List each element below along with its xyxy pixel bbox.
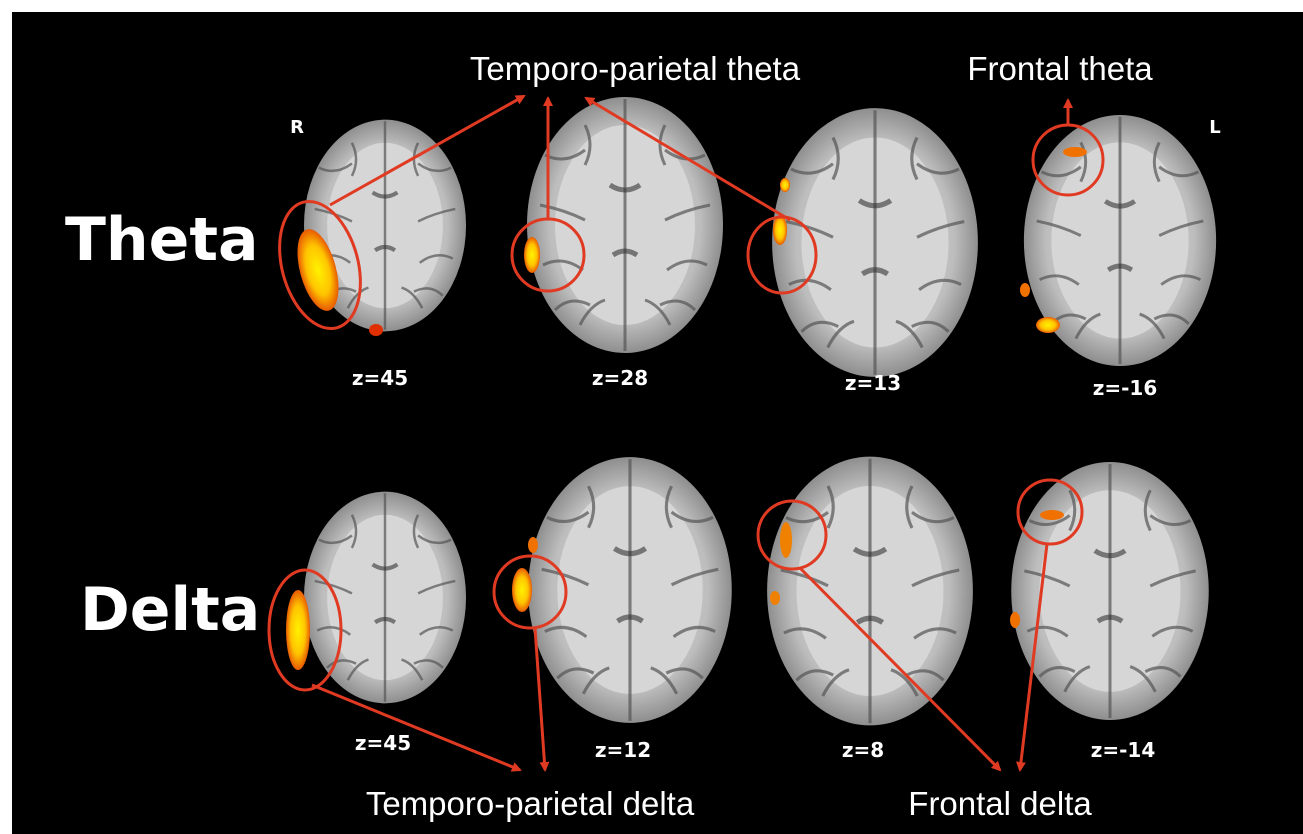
annotation: Frontal delta: [908, 785, 1092, 822]
slice-label: z=45: [352, 366, 408, 390]
row-label: Delta: [80, 575, 260, 645]
slice-label: z=-16: [1093, 376, 1158, 400]
brain-slice: [767, 457, 973, 726]
slice-label: z=13: [845, 371, 901, 395]
annotation: Temporo-parietal theta: [470, 50, 801, 87]
annotation: Frontal theta: [967, 50, 1153, 87]
activation: [528, 537, 538, 553]
activation: [780, 522, 792, 558]
brain-slice: [527, 97, 723, 353]
activation: [1020, 283, 1030, 297]
slice-label: z=-14: [1091, 738, 1156, 762]
activation: [1063, 147, 1087, 157]
activation: [1010, 612, 1020, 628]
brain-slice: [304, 492, 466, 704]
activation: [780, 178, 790, 192]
activation: [369, 324, 383, 336]
slice-label: z=28: [592, 366, 648, 390]
slice-label: z=12: [595, 738, 651, 762]
annotation: Temporo-parietal delta: [366, 785, 695, 822]
activation: [1040, 510, 1064, 520]
brain-slice: [772, 108, 978, 377]
slice-label: z=8: [842, 738, 884, 762]
activation: [770, 591, 780, 605]
orientation-label: L: [1209, 117, 1220, 138]
row-label: Theta: [65, 205, 259, 275]
figure: R L Theta Delta z=45 z=28 z=13 z=-16 z=4…: [0, 0, 1303, 834]
slice-label: z=45: [355, 731, 411, 755]
activation: [512, 568, 532, 612]
brain-slice: [528, 457, 732, 723]
orientation-label: R: [290, 117, 304, 138]
activation: [524, 237, 540, 273]
activation: [286, 590, 310, 670]
activation: [1036, 317, 1060, 333]
activation: [773, 215, 787, 245]
